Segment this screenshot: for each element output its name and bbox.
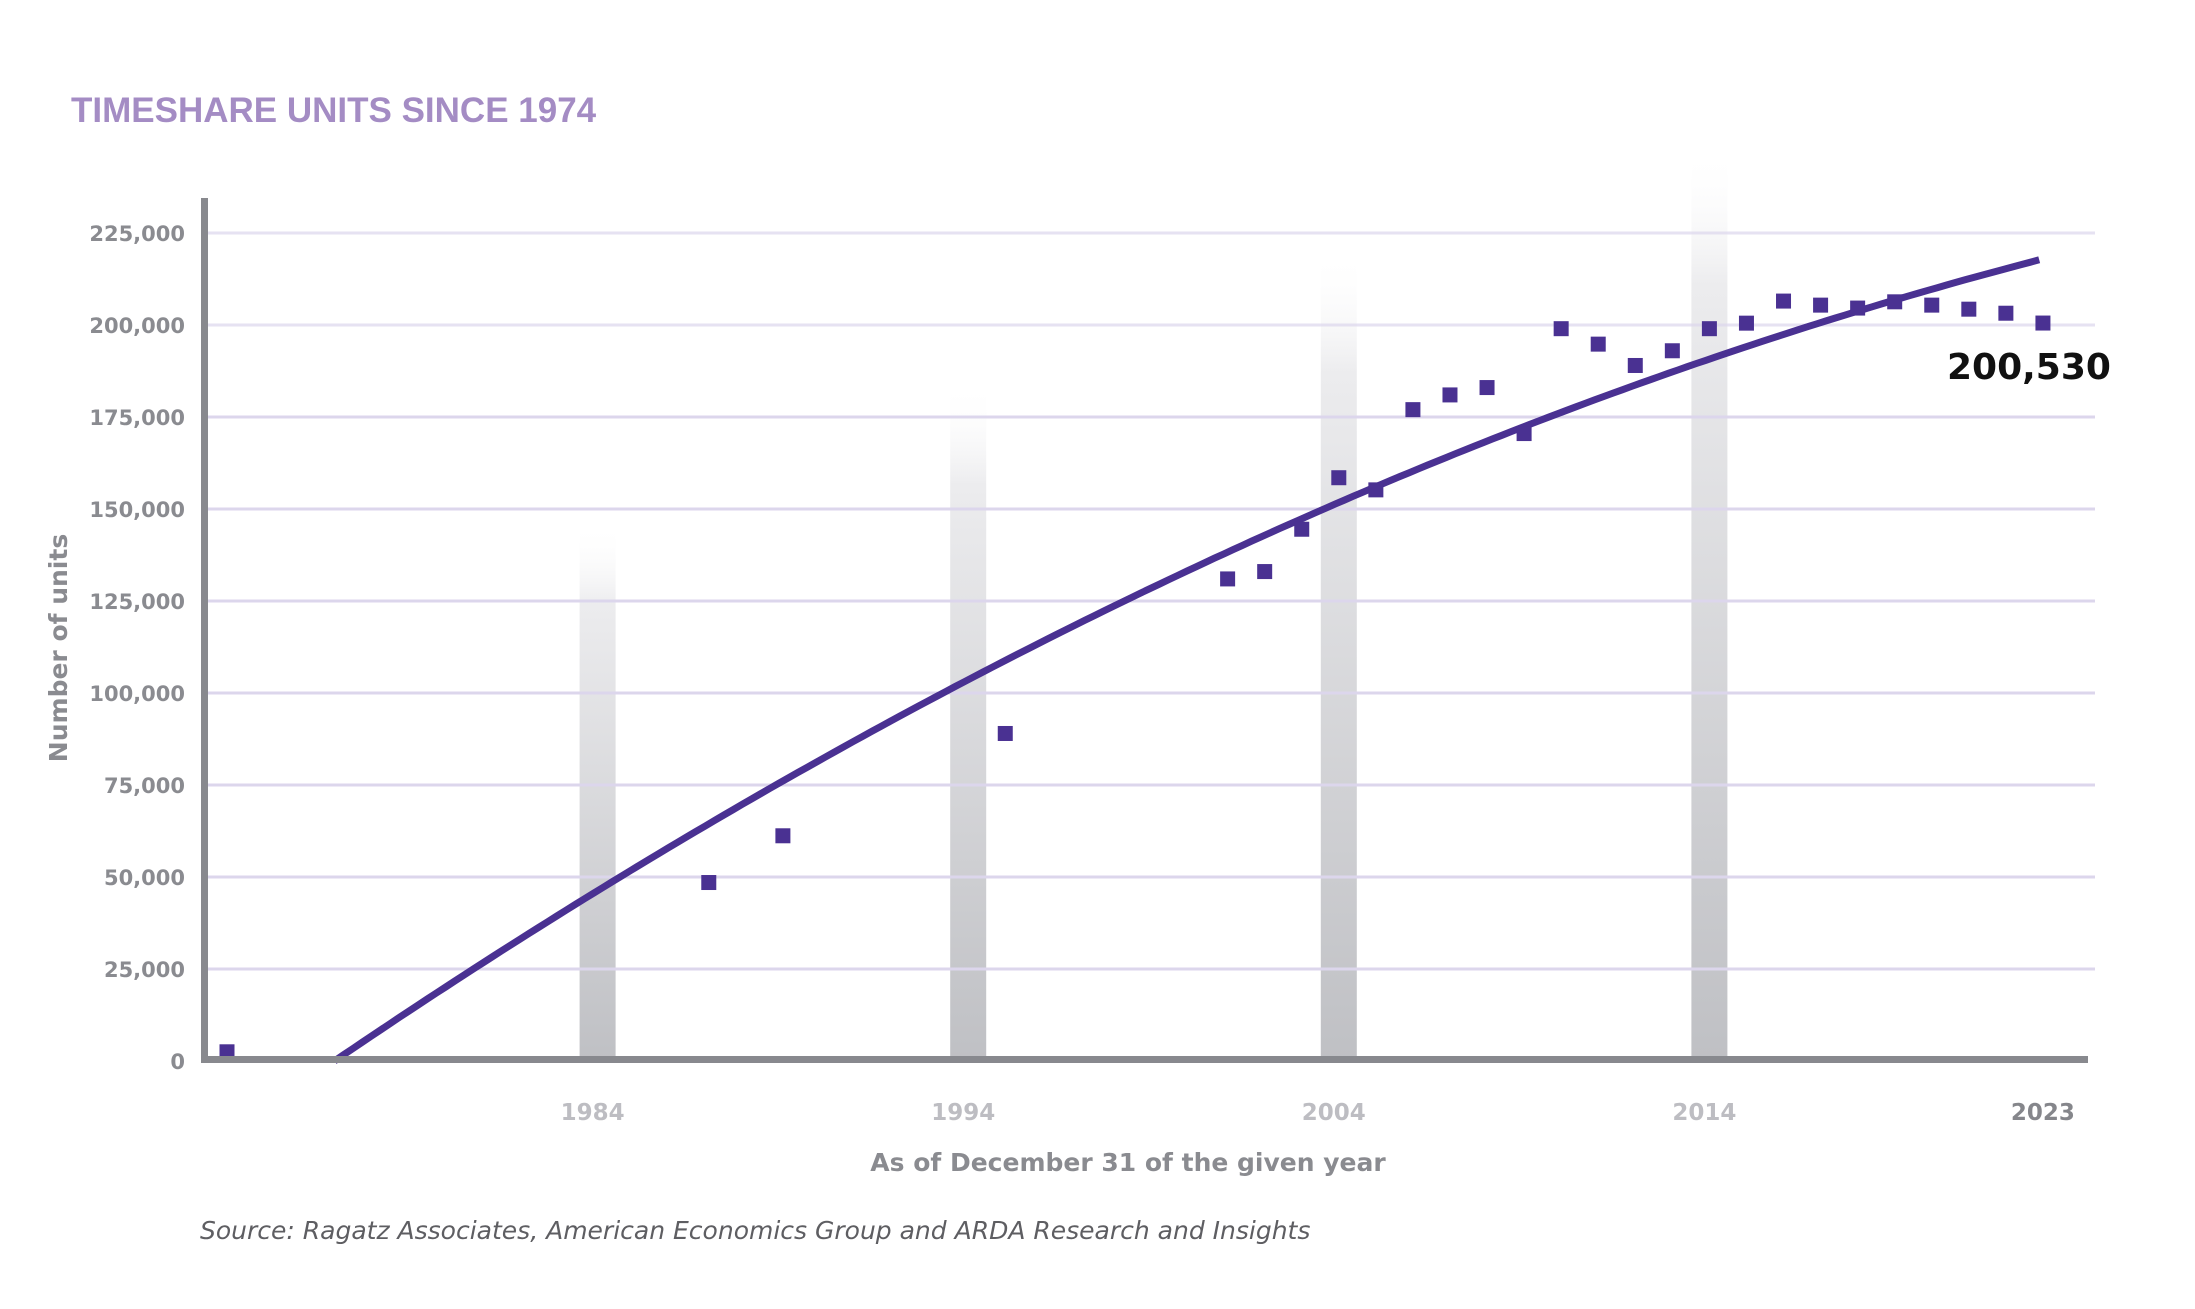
data-point-2010 bbox=[1553, 321, 1569, 337]
y-tick-label: 200,000 bbox=[89, 314, 185, 338]
data-point-2019 bbox=[1887, 294, 1903, 310]
y-tick-label: 75,000 bbox=[104, 774, 185, 798]
x-tick-label: 2004 bbox=[1302, 1100, 1366, 1126]
y-tick-label: 175,000 bbox=[89, 406, 185, 430]
highlight-bands bbox=[579, 148, 1728, 1062]
y-axis-label: Number of units bbox=[44, 534, 73, 762]
data-point-2007 bbox=[1442, 387, 1458, 403]
data-point-2014 bbox=[1701, 321, 1717, 337]
x-tick-label: 2023 bbox=[2011, 1100, 2075, 1126]
data-point-1989 bbox=[775, 828, 791, 844]
x-tick-label: 1984 bbox=[561, 1100, 625, 1126]
data-point-2021 bbox=[1961, 301, 1977, 317]
data-point-2017 bbox=[1813, 297, 1829, 313]
data-point-2008 bbox=[1479, 380, 1495, 396]
x-axis-ticks: 1984 1994 2004 2014 2023 bbox=[561, 1100, 2075, 1126]
highlight-band-1994 bbox=[950, 383, 987, 1062]
y-tick-label: 125,000 bbox=[89, 590, 185, 614]
highlight-band-2014 bbox=[1691, 148, 1728, 1062]
y-tick-label: 225,000 bbox=[89, 222, 185, 246]
data-point-2004 bbox=[1331, 470, 1347, 486]
data-point-2022 bbox=[1998, 305, 2014, 321]
source-note: Source: Ragatz Associates, American Econ… bbox=[200, 1216, 1310, 1245]
data-point-2012 bbox=[1627, 357, 1643, 373]
vertical-gridlines bbox=[244, 120, 2026, 1061]
y-tick-label: 25,000 bbox=[104, 958, 185, 982]
highlight-band-2004 bbox=[1320, 251, 1357, 1062]
data-point-2005 bbox=[1368, 482, 1384, 498]
y-tick-label: 150,000 bbox=[89, 498, 185, 522]
data-point-2011 bbox=[1590, 336, 1606, 352]
data-point-2002 bbox=[1257, 564, 1273, 580]
trend-line bbox=[332, 256, 2041, 1064]
data-point-2016 bbox=[1776, 293, 1792, 309]
x-tick-label: 1994 bbox=[931, 1100, 995, 1126]
data-point-1995 bbox=[997, 725, 1013, 741]
data-point-2001 bbox=[1220, 571, 1236, 587]
y-tick-label: 50,000 bbox=[104, 866, 185, 890]
data-point-2020 bbox=[1924, 297, 1940, 313]
x-axis-label: As of December 31 of the given year bbox=[870, 1148, 1386, 1177]
data-point-2023 bbox=[2035, 315, 2051, 331]
data-point-2015 bbox=[1738, 315, 1754, 331]
horizontal-gridlines bbox=[208, 231, 2095, 971]
data-point-1987 bbox=[701, 875, 717, 891]
y-axis-ticks: 0 25,000 50,000 75,000 100,000 125,000 150,000… bbox=[89, 222, 185, 1074]
y-tick-label: 100,000 bbox=[89, 682, 185, 706]
data-point-2013 bbox=[1664, 343, 1680, 359]
data-point-2006 bbox=[1405, 402, 1421, 418]
data-points bbox=[219, 293, 2051, 1060]
x-tick-label: 2014 bbox=[1672, 1100, 1736, 1126]
data-point-2009 bbox=[1516, 426, 1532, 442]
data-point-1974 bbox=[219, 1044, 235, 1060]
chart-title: TIMESHARE UNITS SINCE 1974 bbox=[71, 91, 597, 130]
data-point-2003 bbox=[1294, 521, 1310, 537]
data-point-2018 bbox=[1850, 300, 1866, 316]
y-tick-label: 0 bbox=[170, 1050, 185, 1074]
last-value-annotation: 200,530 bbox=[1947, 347, 2111, 388]
highlight-band-1984 bbox=[579, 524, 616, 1061]
